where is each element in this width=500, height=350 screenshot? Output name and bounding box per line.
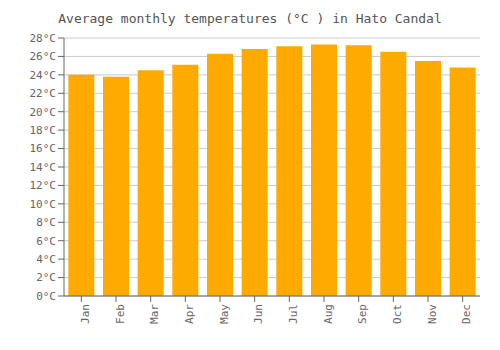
svg-text:16°C: 16°C: [30, 142, 57, 155]
svg-text:Dec: Dec: [460, 304, 473, 324]
svg-text:Nov: Nov: [426, 304, 439, 324]
svg-text:12°C: 12°C: [30, 179, 57, 192]
svg-text:18°C: 18°C: [30, 124, 57, 137]
svg-text:May: May: [218, 304, 231, 324]
svg-text:10°C: 10°C: [30, 198, 57, 211]
svg-text:22°C: 22°C: [30, 87, 57, 100]
svg-text:28°C: 28°C: [30, 32, 57, 45]
svg-text:6°C: 6°C: [36, 235, 56, 248]
svg-text:Jun: Jun: [252, 304, 265, 324]
svg-text:Apr: Apr: [183, 304, 196, 324]
svg-text:Sep: Sep: [356, 304, 369, 324]
svg-text:Feb: Feb: [114, 304, 127, 324]
svg-text:20°C: 20°C: [30, 106, 57, 119]
html-text:Average monthly temperatures (: Average monthly temperatures (°C ) in Ha…: [58, 11, 442, 26]
svg-text:8°C: 8°C: [36, 216, 56, 229]
svg-text:Jul: Jul: [287, 304, 300, 324]
svg-text:Aug: Aug: [322, 304, 335, 324]
svg-text:Jan: Jan: [79, 304, 92, 324]
svg-text:0°C: 0°C: [36, 290, 56, 303]
svg-text:Mar: Mar: [148, 304, 161, 324]
svg-text:26°C: 26°C: [30, 50, 57, 63]
svg-text:14°C: 14°C: [30, 161, 57, 174]
svg-text:Oct: Oct: [391, 304, 404, 324]
svg-text:24°C: 24°C: [30, 69, 57, 82]
svg-text:4°C: 4°C: [36, 253, 56, 266]
svg-text:2°C: 2°C: [36, 271, 56, 284]
